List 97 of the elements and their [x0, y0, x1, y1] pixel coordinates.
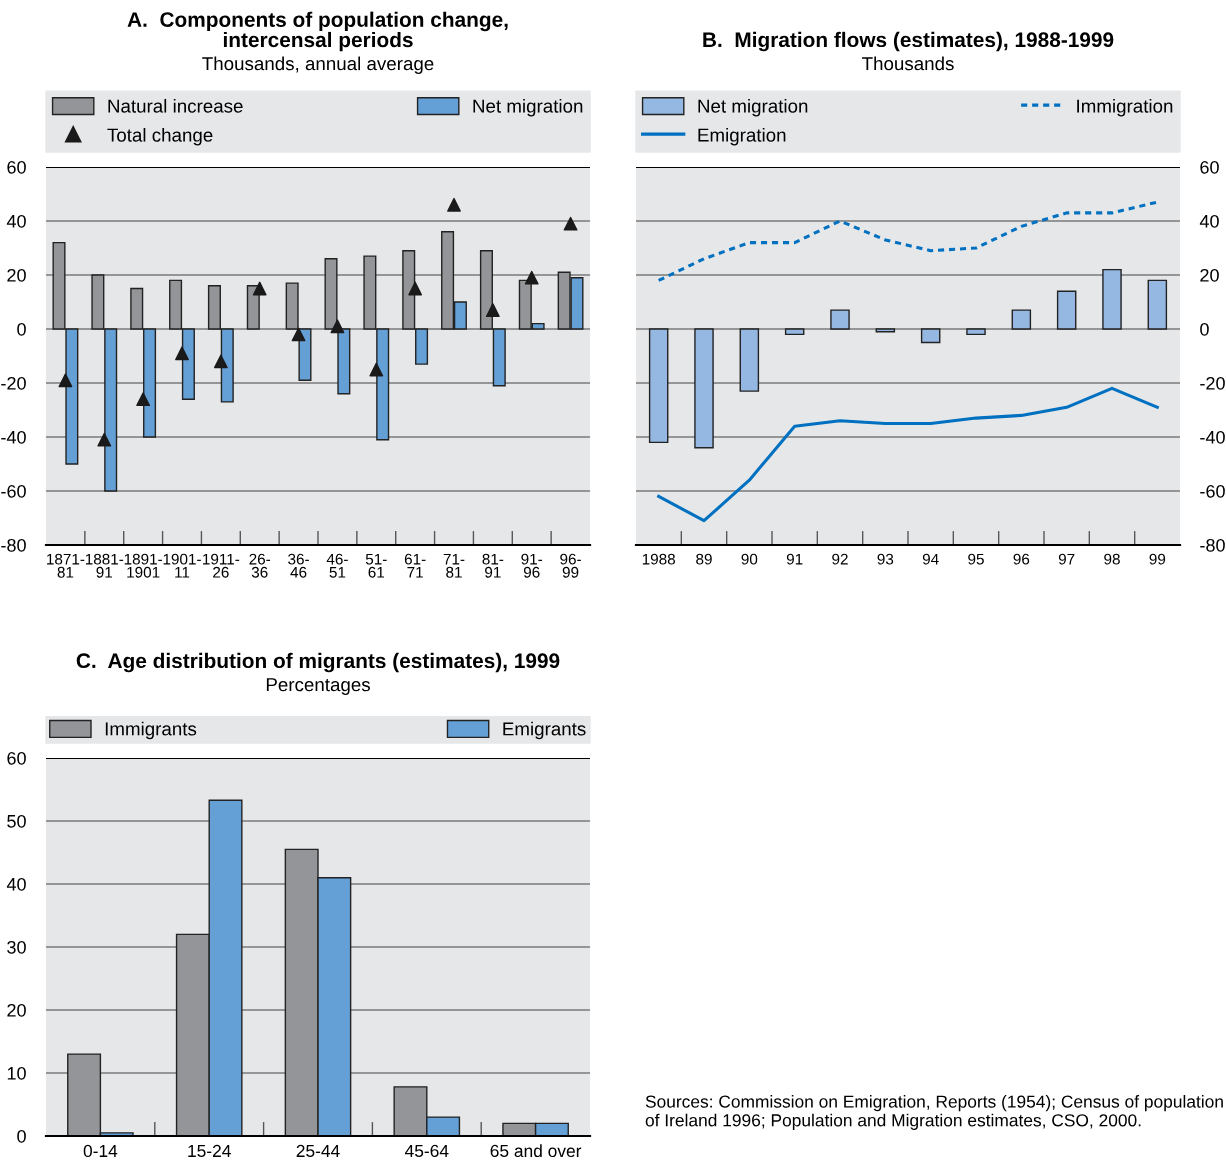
y2-tick-label: -80 — [1200, 538, 1225, 552]
source-note: Sources: Commission on Emigration, Reports (1954); Census of population of Ireland 1996; Population and Migration estimates, CSO, 2000. — [645, 1095, 1223, 1130]
x-tick-label: 15-24 — [188, 1144, 231, 1158]
y-tick-label: 50 — [7, 814, 26, 828]
y2-tick-label: -60 — [1200, 484, 1225, 498]
x-tick-label: 61- 71 — [404, 553, 426, 578]
point — [213, 354, 228, 369]
x-tick-label: 71- 81 — [443, 553, 465, 578]
bar — [739, 328, 760, 392]
x-tick-label: 93 — [877, 553, 894, 565]
x-tick-label: 90 — [741, 553, 758, 565]
x-tick-label: 0-14 — [83, 1144, 118, 1158]
point — [485, 303, 500, 318]
x-tick-label: 96- 99 — [560, 553, 581, 578]
bar — [1147, 279, 1168, 330]
legend-label: Net migration — [473, 98, 583, 117]
bar — [920, 328, 941, 344]
x-tick-label: 46- 51 — [326, 553, 348, 578]
bar — [875, 328, 896, 333]
x-tick-label: 91- 96 — [521, 553, 543, 578]
x-tick-label: 45-64 — [405, 1144, 449, 1158]
point — [369, 362, 384, 377]
point — [175, 346, 189, 361]
legend-label: Natural increase — [108, 98, 243, 113]
bar — [830, 309, 850, 330]
x-tick-label: 92 — [832, 553, 848, 565]
x-tick-label: 1871- 81 — [47, 553, 85, 578]
point — [97, 432, 112, 447]
x-tick-label: 91 — [786, 553, 803, 565]
y2-tick-label: 60 — [1200, 160, 1219, 174]
chart-title: B. Migration flows (estimates), 1988-1999 — [703, 31, 1114, 52]
point — [291, 327, 306, 342]
y2-tick-label: 40 — [1199, 214, 1219, 228]
point — [563, 216, 578, 231]
y-tick-label: 40 — [6, 214, 26, 228]
chart-subtitle: Thousands, annual average — [202, 56, 434, 74]
y-tick-label: 60 — [7, 751, 26, 765]
y-tick-label: -60 — [1, 484, 26, 498]
x-tick-label: 1911- 26 — [203, 553, 240, 578]
point — [136, 392, 151, 407]
y-tick-label: 40 — [6, 877, 26, 891]
y2-tick-label: 20 — [1200, 268, 1219, 282]
bar — [1056, 290, 1077, 330]
x-tick-label: 95 — [968, 553, 984, 565]
bar — [784, 328, 805, 336]
x-tick-label: 94 — [922, 553, 939, 565]
x-tick-label: 1988 — [642, 553, 675, 565]
point — [447, 197, 461, 212]
y-tick-label: 20 — [7, 268, 26, 282]
chart-title: C. Age distribution of migrants (estimates), 1999 — [76, 652, 560, 673]
point — [524, 270, 539, 285]
point — [408, 281, 423, 296]
y-tick-label: 0 — [17, 1129, 26, 1143]
y2-tick-label: -20 — [1200, 376, 1225, 390]
y2-tick-label: -40 — [1200, 430, 1225, 444]
x-tick-label: 81- 91 — [482, 553, 504, 578]
legend-label: Immigration — [1077, 98, 1173, 117]
x-tick-label: 97 — [1058, 553, 1075, 565]
y-tick-label: 30 — [7, 940, 26, 954]
x-tick-label: 1881- 91 — [85, 553, 124, 578]
point — [58, 373, 73, 388]
x-tick-label: 51- 61 — [365, 553, 387, 578]
chart-subtitle: Percentages — [266, 678, 370, 695]
legend-label: Emigrants — [503, 721, 586, 740]
point — [252, 281, 267, 296]
line-series — [657, 386, 1159, 523]
x-tick-label: 1891- 1901 — [124, 553, 162, 578]
legend-label: Net migration — [698, 98, 808, 117]
legend-label: Immigrants — [105, 721, 197, 740]
legend-label: Total change — [107, 127, 213, 146]
y-tick-label: -80 — [1, 538, 26, 552]
y-tick-label: 20 — [7, 1003, 26, 1017]
chart-title: A. Components of population change, intercensal periods — [127, 11, 508, 52]
x-tick-label: 65 and over — [490, 1144, 582, 1158]
x-tick-label: 1901- 11 — [163, 553, 201, 578]
y-tick-label: -40 — [1, 430, 26, 444]
bar — [966, 328, 986, 336]
point — [330, 319, 345, 334]
y-tick-label: 0 — [17, 322, 26, 336]
y-tick-label: -20 — [1, 376, 26, 390]
y-tick-label: 60 — [7, 160, 26, 174]
legend-label: Emigration — [698, 127, 786, 146]
bar — [694, 328, 714, 449]
chart-subtitle: Thousands — [862, 56, 954, 71]
bar — [1102, 268, 1122, 330]
x-tick-label: 25-44 — [296, 1144, 340, 1158]
bar — [648, 328, 669, 444]
x-tick-label: 36- 46 — [288, 553, 309, 578]
x-tick-label: 89 — [696, 553, 712, 565]
line-series — [657, 200, 1159, 282]
bar — [1011, 309, 1032, 330]
y-tick-label: 10 — [7, 1066, 26, 1080]
x-tick-label: 98 — [1104, 553, 1120, 565]
x-tick-label: 26- 36 — [249, 553, 271, 578]
x-tick-label: 96 — [1013, 553, 1030, 565]
x-tick-label: 99 — [1149, 553, 1166, 565]
y2-tick-label: 0 — [1200, 322, 1209, 336]
